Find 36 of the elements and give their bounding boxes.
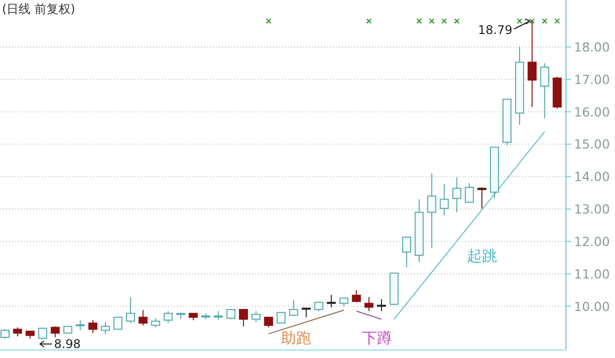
y-tick-label: 10.00 [574,298,610,314]
candlestick [201,312,210,320]
candlestick [364,296,374,312]
y-tick-label: 17.00 [574,72,610,87]
candlestick [50,326,60,338]
candlestick [414,198,424,263]
annotation: 助跑 [281,329,311,347]
annotation: 8.98 [54,337,81,351]
candlestick [76,320,85,331]
candlestick [515,46,524,126]
candlestick [151,318,160,328]
candlestick [326,294,336,308]
title: (日线 前复权) [2,2,76,16]
candlestick [126,296,136,324]
y-tick-label: 18.00 [574,39,610,54]
candlestick [377,298,386,312]
candlestick [138,310,148,326]
candlestick [252,310,261,323]
candlestick [540,62,550,119]
candlestick [164,310,173,324]
candlestick [100,322,110,335]
y-tick-label: 14.00 [574,169,610,184]
candlestick [13,326,22,337]
annotation: 下蹲 [362,329,392,347]
candlestick [214,310,223,321]
y-tick-label: 12.00 [574,234,610,249]
annotation: 起跳 [467,247,497,265]
y-tick-label: 16.00 [574,104,610,120]
y-tick-label: 11.00 [574,266,610,282]
candlestick [440,184,449,216]
y-tick-label: 15.00 [574,136,610,152]
candlestick [427,172,436,248]
candlestick [352,290,361,303]
annotation: 18.79 [478,23,512,37]
candlestick [452,177,462,213]
y-tick-label: 13.00 [574,202,610,217]
